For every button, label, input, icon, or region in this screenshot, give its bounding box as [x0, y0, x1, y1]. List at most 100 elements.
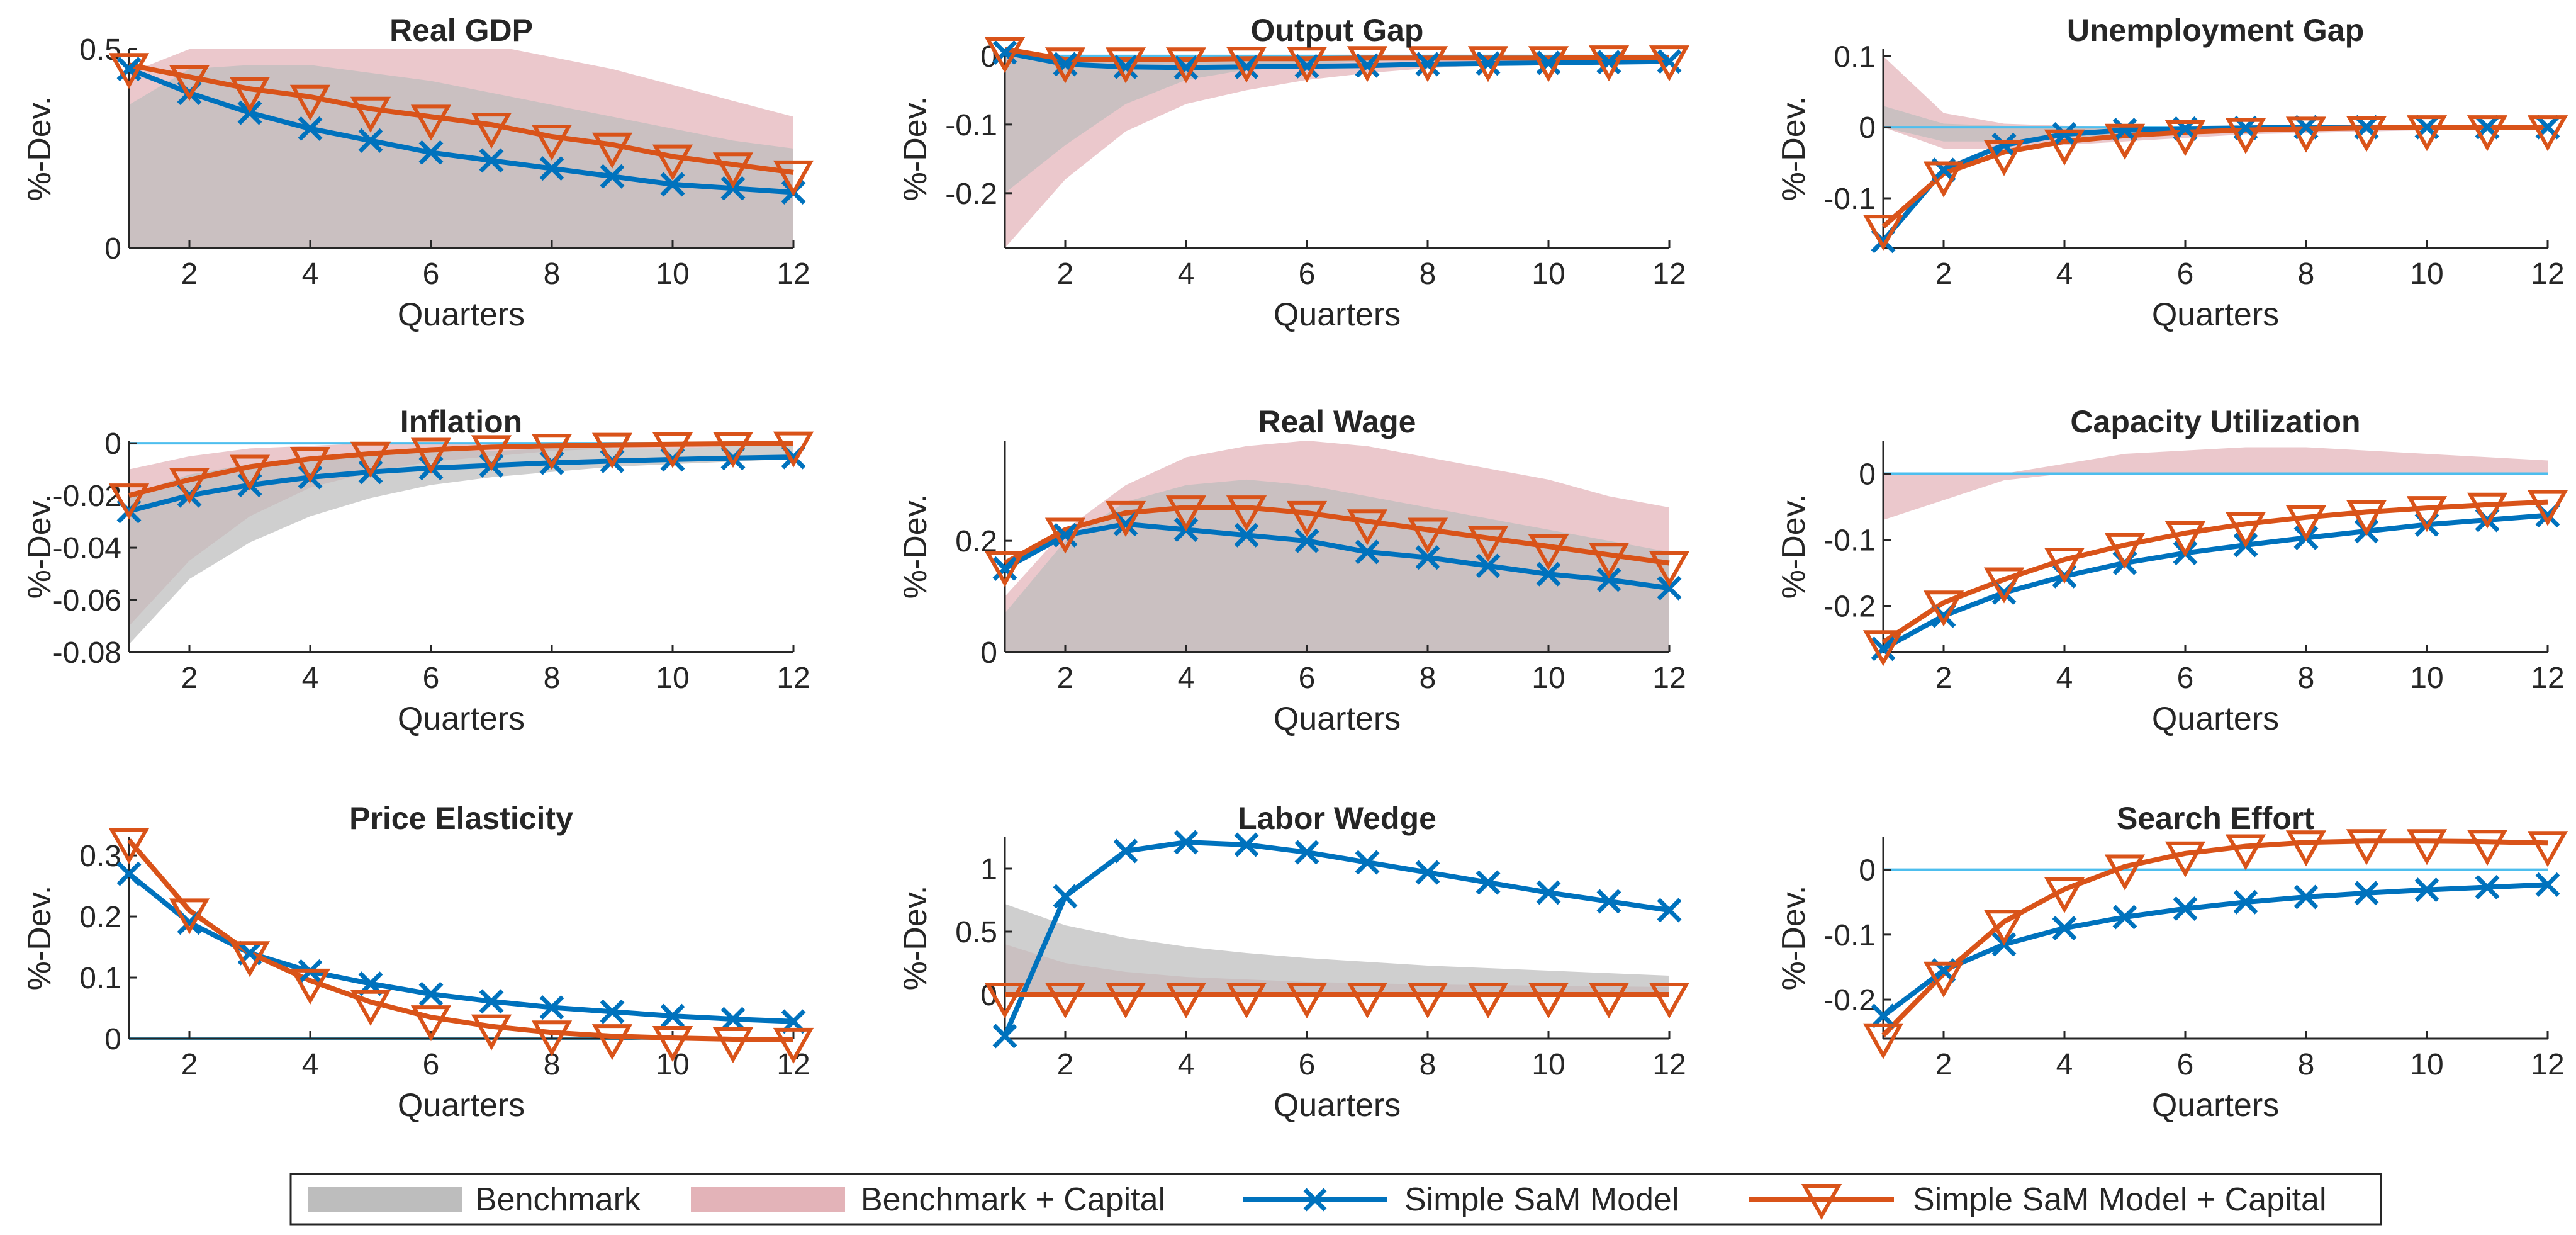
sam-capital-point [2346, 116, 2387, 152]
sam-capital-point [984, 37, 1026, 74]
sam-capital-point [591, 132, 633, 169]
sam-point [1657, 898, 1682, 923]
panel-title: Unemployment Gap [2067, 13, 2364, 48]
sam-capital-point [2527, 831, 2568, 867]
sam-capital-point [2527, 115, 2568, 152]
panel-unemployment-gap: 2 4 6 8 10 12 -0.1 0 0.1 Unemployment Gap Quarters… [1776, 13, 2568, 333]
sam-point [418, 140, 444, 165]
y-axis-label: %-Dev. [897, 886, 934, 991]
sam-point [2293, 884, 2319, 910]
sam-capital-point [289, 447, 331, 483]
sam-capital-point [1862, 1023, 1904, 1059]
sam-capital-point [1044, 47, 1086, 84]
legend-marker-sam-capital-icon [1801, 1184, 1842, 1221]
sam-point [2112, 118, 2137, 143]
sam-capital-point [1528, 983, 1569, 1019]
sam-capital-point [350, 990, 391, 1026]
legend-label-benchmark-capital: Benchmark + Capital [861, 1181, 1165, 1218]
x-axis-label: Quarters [398, 1087, 525, 1124]
sam-capital-point [2104, 533, 2146, 570]
sam-capital-point [591, 1024, 633, 1061]
sam-capital-point [1983, 910, 2025, 946]
panel-capacity-utilization: 2 4 6 8 10 12 -0.2 -0.1 0 Capacity Utilization Qua… [1776, 404, 2568, 737]
sam-capital-point [1588, 45, 1630, 82]
sam-point [1355, 53, 1380, 78]
sam-capital-point [108, 483, 150, 520]
legend-label-sam-capital: Simple SaM Model + Capital [1913, 1181, 2327, 1218]
sam-capital-point [1286, 983, 1328, 1019]
sam-line [1004, 521, 1670, 591]
x-tick-label: 2 [1935, 257, 1952, 291]
sam-point [1173, 830, 1199, 855]
sam-point [1294, 54, 1319, 79]
x-tick-label: 2 [1057, 257, 1074, 291]
y-axis-label: %-Dev. [1776, 494, 1812, 599]
x-tick-label: 12 [2531, 1048, 2564, 1081]
sam-capital-point [1923, 161, 1964, 198]
sam-capital-point [2346, 500, 2387, 536]
sam-capital-point [1528, 46, 1569, 82]
sam-capital-point [1862, 215, 1904, 251]
sam-capital-point [1105, 500, 1146, 538]
sam-capital-point [2285, 505, 2327, 541]
sam-capital-point [1165, 495, 1207, 532]
x-tick-label: 2 [1935, 1048, 1952, 1081]
sam-capital-point [652, 1026, 693, 1063]
sam-capital-point [2406, 496, 2448, 533]
legend-marker-sam-icon [1303, 1188, 1327, 1212]
sam-capital-point [1044, 517, 1086, 554]
x-axis-label: Quarters [2152, 1087, 2279, 1124]
sam-point [1234, 832, 1259, 857]
sam-capital-point [2406, 115, 2448, 152]
y-tick-label: 0.1 [79, 962, 121, 995]
y-axis-label: %-Dev. [1776, 886, 1812, 991]
legend-label-sam: Simple SaM Model [1404, 1181, 1679, 1218]
x-tick-label: 6 [1299, 662, 1316, 695]
x-tick-label: 8 [544, 662, 561, 695]
sam-point [1294, 840, 1319, 865]
sam-capital-point [1105, 983, 1146, 1019]
sam-point [2414, 877, 2439, 903]
x-tick-label: 8 [2298, 662, 2315, 695]
x-tick-label: 2 [181, 662, 198, 695]
sam-point [1476, 51, 1501, 76]
x-tick-label: 6 [2177, 257, 2194, 291]
x-axis-label: Quarters [1274, 701, 1401, 737]
y-tick-label: 0 [1859, 854, 1876, 888]
capital-band [1005, 55, 1669, 248]
sam-line [128, 66, 794, 195]
sam-capital-point [2467, 115, 2508, 152]
sam-capital-point [169, 898, 210, 935]
x-tick-label: 8 [1420, 662, 1436, 695]
x-axis-label: Quarters [398, 701, 525, 737]
y-tick-label: 0.3 [79, 840, 121, 873]
sam-point [539, 995, 564, 1020]
sam-point [1355, 850, 1380, 875]
x-tick-label: 8 [2298, 257, 2315, 291]
x-tick-label: 6 [423, 662, 440, 695]
sam-point [1596, 50, 1621, 75]
y-tick-label: 0 [104, 1023, 121, 1056]
sam-capital-point [471, 1014, 512, 1051]
sam-capital-point [350, 96, 391, 133]
y-axis-label: %-Dev. [21, 494, 58, 599]
sam-point [1113, 54, 1138, 79]
x-tick-label: 4 [2056, 662, 2073, 695]
y-tick-label: -0.2 [1823, 984, 1876, 1017]
sam-capital-point [1407, 983, 1448, 1019]
y-axis-label: %-Dev. [21, 886, 58, 991]
sam-capital-point [2467, 830, 2508, 866]
x-tick-label: 4 [1178, 257, 1195, 291]
sam-point [992, 556, 1017, 581]
panel-search-effort: 2 4 6 8 10 12 -0.2 -0.1 0 Search Effort Quarters %-… [1776, 801, 2568, 1124]
x-tick-label: 2 [181, 1048, 198, 1081]
x-tick-label: 6 [423, 1048, 440, 1081]
y-axis-label: %-Dev. [1776, 96, 1812, 201]
sam-capital-point [1588, 543, 1630, 579]
sam-point [2112, 905, 2137, 930]
